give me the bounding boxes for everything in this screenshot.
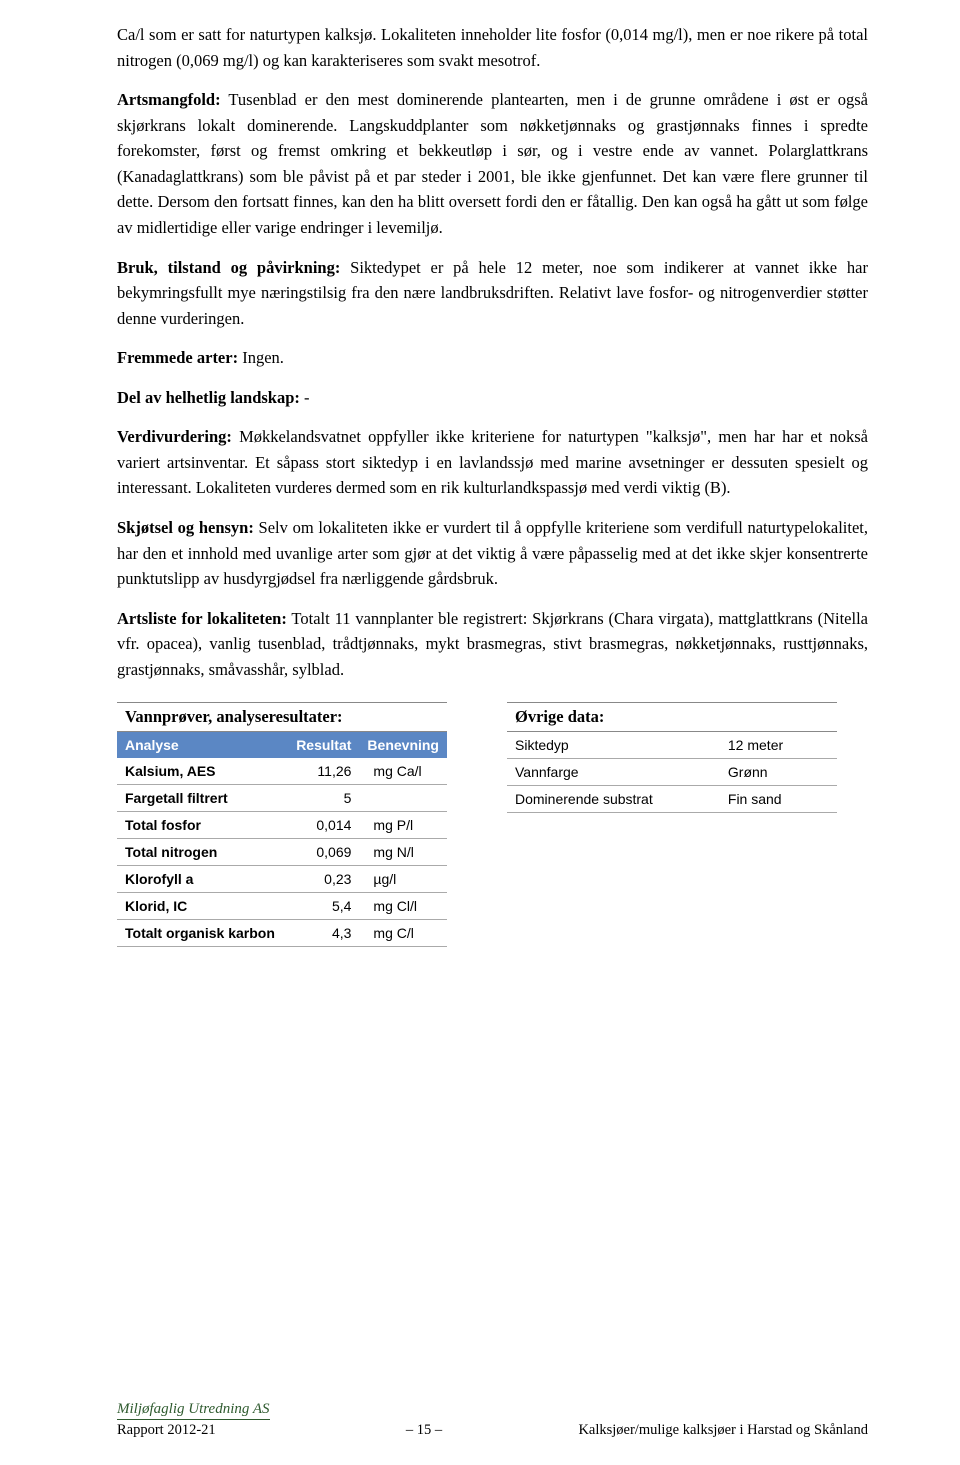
right-table-wrap: Øvrige data: Siktedyp12 meter VannfargeG… xyxy=(507,702,837,947)
table-row: Fargetall filtrert5 xyxy=(117,785,447,812)
cell: 4,3 xyxy=(288,920,359,947)
table-row: Kalsium, AES11,26mg Ca/l xyxy=(117,758,447,785)
cell: 0,069 xyxy=(288,839,359,866)
footer-page-number: – 15 – xyxy=(406,1422,442,1439)
cell: Fargetall filtrert xyxy=(117,785,288,812)
table-row: Klorid, IC5,4mg Cl/l xyxy=(117,893,447,920)
cell: Klorid, IC xyxy=(117,893,288,920)
left-header-benevning: Benevning xyxy=(359,732,447,759)
cell: Fin sand xyxy=(720,786,837,813)
cell: mg Ca/l xyxy=(359,758,447,785)
text-landskap: - xyxy=(300,388,310,407)
cell: µg/l xyxy=(359,866,447,893)
table-row: VannfargeGrønn xyxy=(507,759,837,786)
label-skjotsel: Skjøtsel og hensyn: xyxy=(117,518,254,537)
footer: Miljøfaglig Utredning AS Rapport 2012-21… xyxy=(0,1401,960,1439)
para-fremmede: Fremmede arter: Ingen. xyxy=(117,345,868,371)
footer-company: Miljøfaglig Utredning AS xyxy=(117,1401,270,1420)
cell xyxy=(359,785,447,812)
right-table: Siktedyp12 meter VannfargeGrønn Dominere… xyxy=(507,731,837,813)
left-table-title: Vannprøver, analyseresultater: xyxy=(117,702,447,731)
para-skjotsel: Skjøtsel og hensyn: Selv om lokaliteten … xyxy=(117,515,868,592)
tables-row: Vannprøver, analyseresultater: Analyse R… xyxy=(117,702,868,947)
para-artsmangfold: Artsmangfold: Tusenblad er den mest domi… xyxy=(117,87,868,240)
para-bruk: Bruk, tilstand og påvirkning: Siktedypet… xyxy=(117,255,868,332)
para-landskap: Del av helhetlig landskap: - xyxy=(117,385,868,411)
cell: 11,26 xyxy=(288,758,359,785)
cell: 12 meter xyxy=(720,732,837,759)
left-table: Analyse Resultat Benevning Kalsium, AES1… xyxy=(117,731,447,947)
left-header-analyse: Analyse xyxy=(117,732,288,759)
label-verdi: Verdivurdering: xyxy=(117,427,232,446)
cell: mg Cl/l xyxy=(359,893,447,920)
right-table-title: Øvrige data: xyxy=(507,702,837,731)
cell: Vannfarge xyxy=(507,759,720,786)
cell: mg C/l xyxy=(359,920,447,947)
table-row: Dominerende substratFin sand xyxy=(507,786,837,813)
left-table-header-row: Analyse Resultat Benevning xyxy=(117,732,447,759)
cell: Dominerende substrat xyxy=(507,786,720,813)
label-artsmangfold: Artsmangfold: xyxy=(117,90,221,109)
cell: Totalt organisk karbon xyxy=(117,920,288,947)
table-row: Siktedyp12 meter xyxy=(507,732,837,759)
footer-report: Rapport 2012-21 xyxy=(117,1422,270,1439)
cell: Siktedyp xyxy=(507,732,720,759)
label-artsliste: Artsliste for lokaliteten: xyxy=(117,609,287,628)
cell: Total nitrogen xyxy=(117,839,288,866)
cell: mg P/l xyxy=(359,812,447,839)
cell: 5,4 xyxy=(288,893,359,920)
label-bruk: Bruk, tilstand og påvirkning: xyxy=(117,258,340,277)
cell: mg N/l xyxy=(359,839,447,866)
table-row: Totalt organisk karbon4,3mg C/l xyxy=(117,920,447,947)
footer-doc-title: Kalksjøer/mulige kalksjøer i Harstad og … xyxy=(578,1422,868,1439)
cell: 5 xyxy=(288,785,359,812)
table-row: Total fosfor0,014mg P/l xyxy=(117,812,447,839)
cell: Kalsium, AES xyxy=(117,758,288,785)
cell: 0,014 xyxy=(288,812,359,839)
footer-left: Miljøfaglig Utredning AS Rapport 2012-21 xyxy=(117,1401,270,1439)
text-artsmangfold: Tusenblad er den mest dominerende plante… xyxy=(117,90,868,237)
table-row: Klorofyll a0,23µg/l xyxy=(117,866,447,893)
cell: Klorofyll a xyxy=(117,866,288,893)
text-fremmede: Ingen. xyxy=(238,348,284,367)
left-table-wrap: Vannprøver, analyseresultater: Analyse R… xyxy=(117,702,447,947)
cell: Total fosfor xyxy=(117,812,288,839)
cell: 0,23 xyxy=(288,866,359,893)
para-artsliste: Artsliste for lokaliteten: Totalt 11 van… xyxy=(117,606,868,683)
para-intro: Ca/l som er satt for naturtypen kalksjø.… xyxy=(117,22,868,73)
table-row: Total nitrogen0,069mg N/l xyxy=(117,839,447,866)
para-verdi: Verdivurdering: Møkkelandsvatnet oppfyll… xyxy=(117,424,868,501)
label-fremmede: Fremmede arter: xyxy=(117,348,238,367)
cell: Grønn xyxy=(720,759,837,786)
label-landskap: Del av helhetlig landskap: xyxy=(117,388,300,407)
left-header-resultat: Resultat xyxy=(288,732,359,759)
